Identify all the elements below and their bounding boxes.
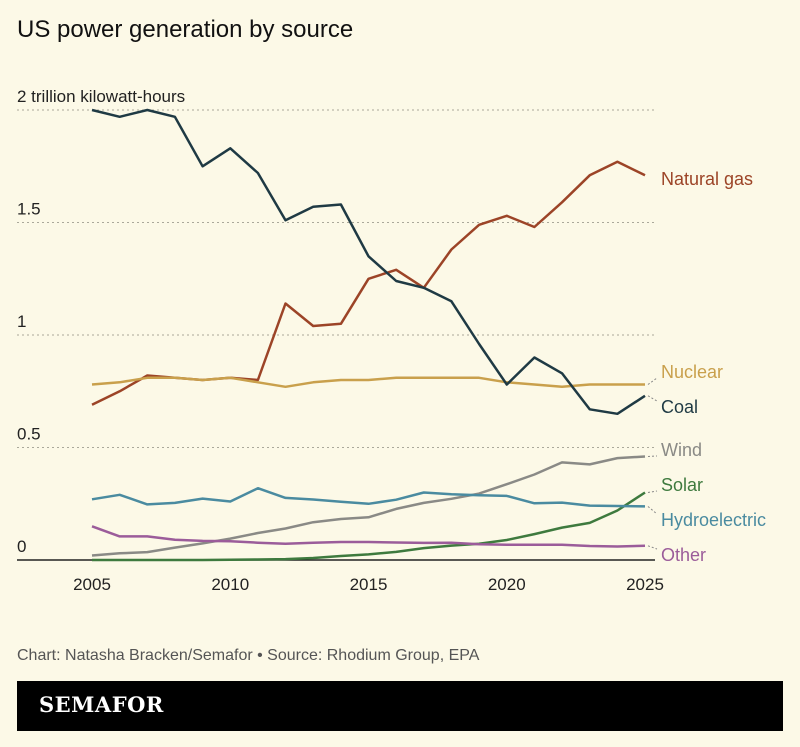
y-tick-label: 2 trillion kilowatt-hours — [17, 87, 185, 106]
label-connector — [647, 377, 658, 385]
label-connector — [647, 395, 658, 402]
series-line-coal — [91, 108, 646, 416]
series-line-solar — [92, 491, 646, 562]
y-tick-label: 1.5 — [17, 200, 41, 219]
label-connector — [647, 455, 658, 457]
series-label: Natural gas — [661, 169, 753, 189]
series-label: Other — [661, 545, 706, 565]
label-connector — [647, 490, 658, 493]
series-label: Hydroelectric — [661, 510, 766, 530]
series-line-natural-gas — [91, 160, 646, 406]
x-tick-label: 2005 — [73, 575, 111, 594]
series-line-wind — [91, 455, 646, 557]
series-label: Nuclear — [661, 362, 723, 382]
x-tick-label: 2010 — [211, 575, 249, 594]
x-tick-label: 2020 — [488, 575, 526, 594]
series-line-nuclear — [91, 376, 645, 389]
y-tick-label: 0 — [17, 537, 26, 556]
credit-text: Chart: Natasha Bracken/Semafor • Source:… — [17, 647, 480, 664]
semafor-logo: SEMAFOR — [39, 692, 164, 717]
series-line-hydroelectric — [91, 486, 646, 508]
y-tick-label: 0.5 — [17, 425, 41, 444]
y-tick-label: 1 — [17, 312, 26, 331]
label-connector — [647, 506, 658, 515]
series-label: Solar — [661, 475, 703, 495]
x-tick-label: 2015 — [350, 575, 388, 594]
chart-title: US power generation by source — [17, 16, 353, 43]
series-label: Coal — [661, 397, 698, 417]
label-connector — [647, 545, 658, 550]
series-label: Wind — [661, 440, 702, 460]
footer-bar: SEMAFOR — [17, 681, 783, 731]
x-tick-label: 2025 — [626, 575, 664, 594]
series-line-other — [91, 525, 646, 548]
